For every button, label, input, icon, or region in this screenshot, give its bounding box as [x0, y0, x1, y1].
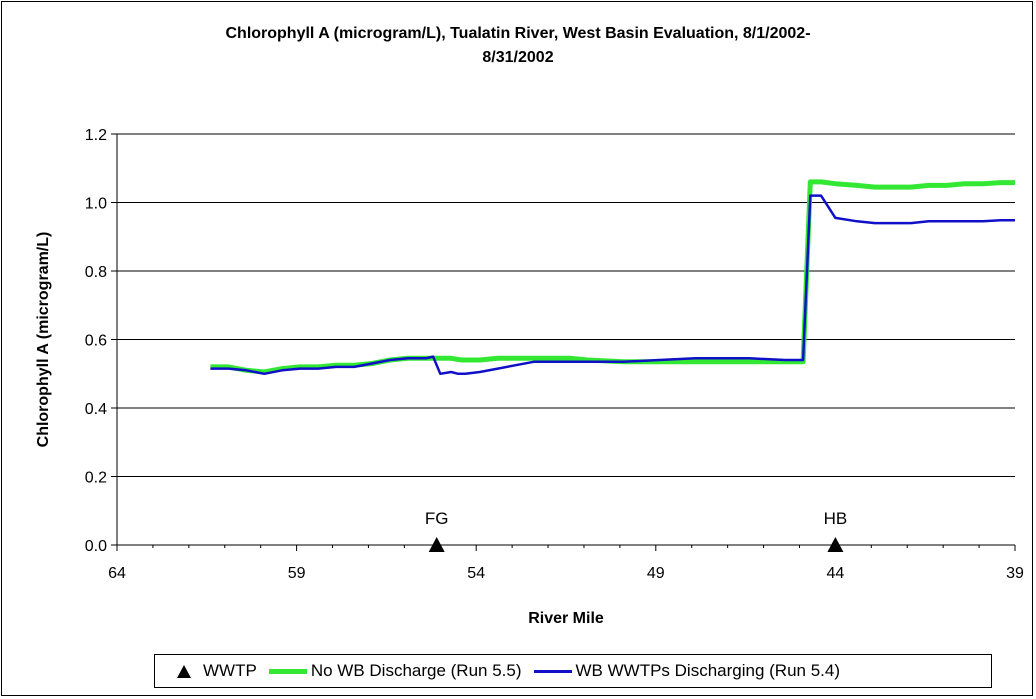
- y-axis-title: Chlorophyll A (microgram/L): [35, 232, 52, 448]
- x-tick-label: 44: [827, 565, 845, 582]
- x-tick-label: 59: [288, 565, 306, 582]
- legend-item-wwtp: WWTP: [155, 661, 257, 681]
- legend-label-no-wb: No WB Discharge (Run 5.5): [310, 661, 522, 680]
- x-tick-label: 54: [467, 565, 485, 582]
- legend-line-no-wb: [268, 668, 307, 674]
- y-tick-label: 1.2: [85, 127, 107, 144]
- y-tick-label: 0.0: [85, 538, 107, 555]
- series-line-1: [210, 194, 1015, 376]
- chart-title-line-1: Chlorophyll A (microgram/L), Tualatin Ri…: [225, 25, 811, 42]
- chart-title-line-2: 8/31/2002: [482, 49, 554, 66]
- series-line-0: [210, 179, 1015, 375]
- legend-label-wb: WB WWTPs Discharging (Run 5.4): [575, 661, 841, 680]
- y-tick-label: 0.6: [85, 333, 107, 350]
- wwtp-marker: [827, 537, 844, 552]
- wwtp-label: HB: [824, 509, 848, 528]
- legend-triangle-icon: [177, 664, 191, 678]
- wwtp-marker: [428, 537, 445, 552]
- legend-label-wwtp: WWTP: [203, 661, 257, 680]
- legend-line-wb: [533, 669, 572, 673]
- y-tick-label: 1.0: [85, 196, 107, 213]
- x-tick-label: 49: [647, 565, 665, 582]
- legend-item-no-wb: No WB Discharge (Run 5.5): [268, 661, 522, 681]
- y-tick-label: 0.8: [85, 264, 107, 281]
- x-tick-label: 64: [108, 565, 126, 582]
- y-tick-label: 0.4: [85, 401, 107, 418]
- y-tick-label: 0.2: [85, 470, 107, 487]
- x-tick-label: 39: [1006, 565, 1024, 582]
- legend: WWTP No WB Discharge (Run 5.5) WB WWTPs …: [154, 654, 992, 688]
- legend-item-wb: WB WWTPs Discharging (Run 5.4): [533, 661, 841, 681]
- x-axis-title: River Mile: [528, 610, 604, 627]
- wwtp-label: FG: [425, 509, 449, 528]
- chart-title: Chlorophyll A (microgram/L), Tualatin Ri…: [0, 22, 1036, 70]
